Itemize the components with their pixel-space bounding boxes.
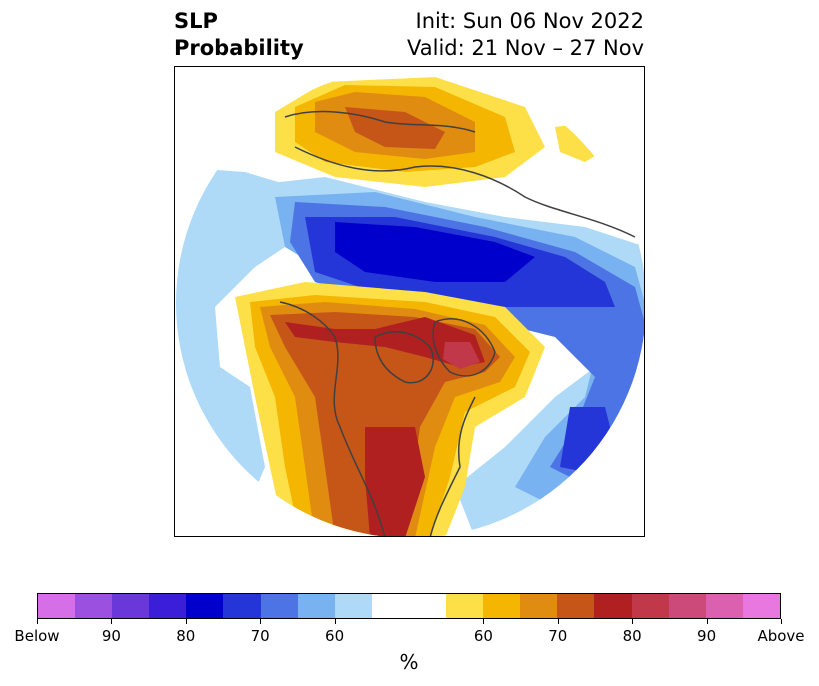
colorbar-tick-mark <box>483 619 485 624</box>
title-right: Init: Sun 06 Nov 2022 Valid: 21 Nov – 27… <box>407 8 644 62</box>
colorbar-tick-mark <box>37 619 38 624</box>
below-80-region <box>335 222 535 282</box>
colorbar-swatch-6 <box>260 594 298 618</box>
coastline-arctic-islands <box>374 331 434 384</box>
title-type: Probability <box>174 36 304 60</box>
colorbar-swatch-12 <box>483 594 521 618</box>
colorbar-swatch-13 <box>520 594 558 618</box>
colorbar-swatch-14 <box>557 594 595 618</box>
colorbar-swatch-5 <box>223 594 261 618</box>
colorbar-swatch-11 <box>446 594 484 618</box>
coastline-greenland <box>432 318 496 377</box>
colorbar <box>37 593 781 619</box>
colorbar-swatch-15 <box>594 594 632 618</box>
colorbar-swatch-18 <box>705 594 743 618</box>
colorbar-swatch-0 <box>38 594 76 618</box>
colorbar-swatch-10 <box>408 594 447 618</box>
colorbar-tick-label: 90 <box>101 627 121 645</box>
colorbar-swatch-7 <box>297 594 335 618</box>
map-panel <box>174 66 645 537</box>
colorbar-tick-label: 70 <box>250 627 270 645</box>
probability-map <box>176 77 644 536</box>
above-80-region-america <box>285 317 485 367</box>
colorbar-tick-mark <box>334 619 336 624</box>
colorbar-tick-mark <box>111 619 113 624</box>
colorbar-tick-mark <box>185 619 187 624</box>
colorbar-swatch-2 <box>112 594 150 618</box>
above-85-region <box>443 342 480 369</box>
colorbar-tick-label: 90 <box>697 627 717 645</box>
colorbar-swatch-16 <box>631 594 669 618</box>
title-left: SLP Probability <box>174 8 304 62</box>
coastline-siberia <box>284 110 476 133</box>
colorbar-tick-label: Above <box>757 627 805 645</box>
colorbar-tick-mark <box>781 619 782 624</box>
colorbar-tick-label: 80 <box>176 627 196 645</box>
above-80-region-southeast <box>365 427 425 536</box>
title-variable: SLP <box>174 9 218 33</box>
colorbar-swatch-3 <box>149 594 187 618</box>
colorbar-tick-label: 60 <box>325 627 345 645</box>
colorbar-tick-mark <box>632 619 634 624</box>
colorbar-swatch-1 <box>75 594 113 618</box>
colorbar-tick-mark <box>706 619 708 624</box>
colorbar-tick-mark <box>260 619 262 624</box>
colorbar-swatch-4 <box>186 594 224 618</box>
colorbar-tick-label: 80 <box>622 627 642 645</box>
colorbar-swatch-17 <box>668 594 706 618</box>
coastline-north-america <box>279 301 386 536</box>
coastlines <box>279 110 636 536</box>
above-75-region-america <box>270 312 500 536</box>
colorbar-tick-label: Below <box>14 627 60 645</box>
valid-range: Valid: 21 Nov – 27 Nov <box>407 36 644 60</box>
colorbar-swatch-19 <box>742 594 780 618</box>
coastline-asia <box>294 146 636 238</box>
colorbar-tick-mark <box>557 619 559 624</box>
init-date: Init: Sun 06 Nov 2022 <box>415 9 644 33</box>
coastline-east-america <box>429 396 476 536</box>
above-60-region-east <box>555 122 610 162</box>
colorbar-tick-label: 60 <box>473 627 493 645</box>
colorbar-swatch-9 <box>371 594 409 618</box>
colorbar-swatch-8 <box>334 594 372 618</box>
colorbar-tick-label: 70 <box>548 627 568 645</box>
colorbar-unit: % <box>399 650 419 674</box>
